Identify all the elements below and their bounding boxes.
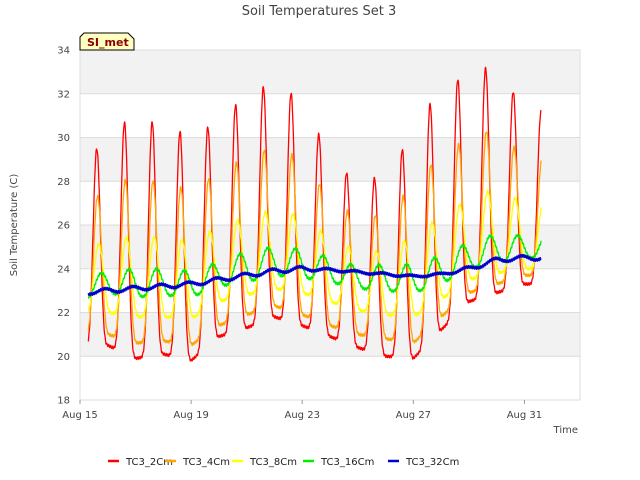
y-tick-label: 22 [57,308,70,319]
plot-area-border [79,49,581,401]
x-tick-label: Aug 23 [285,410,320,421]
legend: TC3_2Cm TC3_4Cm TC3_8Cm TC3_16Cm TC3_32Cm [108,457,459,468]
site-badge-box [79,32,135,51]
legend-label: TC3_16Cm [320,457,374,468]
y-tick-label: 20 [57,352,70,363]
y-tick-label: 18 [57,396,70,407]
y-axis-title: Soil Temperature (C) [9,174,20,277]
chart-title: Soil Temperatures Set 3 [242,4,397,19]
y-axis: 18 20 22 24 26 28 30 32 34 [57,46,70,407]
site-badge: SI_met [79,32,135,51]
series-line-tc3_2cm [87,66,542,362]
x-tick-label: Aug 27 [396,410,431,421]
legend-label: TC3_8Cm [249,457,297,468]
x-axis: Aug 15 Aug 19 Aug 23 Aug 27 Aug 31 [62,400,542,421]
legend-label: TC3_2Cm [125,457,173,468]
y-tick-label: 24 [57,264,70,275]
series-lines [87,66,542,362]
x-tick-label: Aug 19 [173,410,208,421]
series-line-tc3_32cm [87,253,542,297]
plot-band [80,50,580,94]
site-badge-label: SI_met [87,36,129,49]
legend-label: TC3_4Cm [182,457,230,468]
y-tick-label: 30 [57,133,70,144]
x-axis-title: Time [553,425,578,436]
x-tick-label: Aug 31 [507,410,542,421]
x-tick-label: Aug 15 [62,410,97,421]
y-tick-label: 32 [57,89,70,100]
y-tick-label: 26 [57,221,70,232]
y-tick-label: 34 [57,46,70,57]
y-tick-label: 28 [57,177,70,188]
plot-band [80,137,580,182]
legend-label: TC3_32Cm [405,457,459,468]
